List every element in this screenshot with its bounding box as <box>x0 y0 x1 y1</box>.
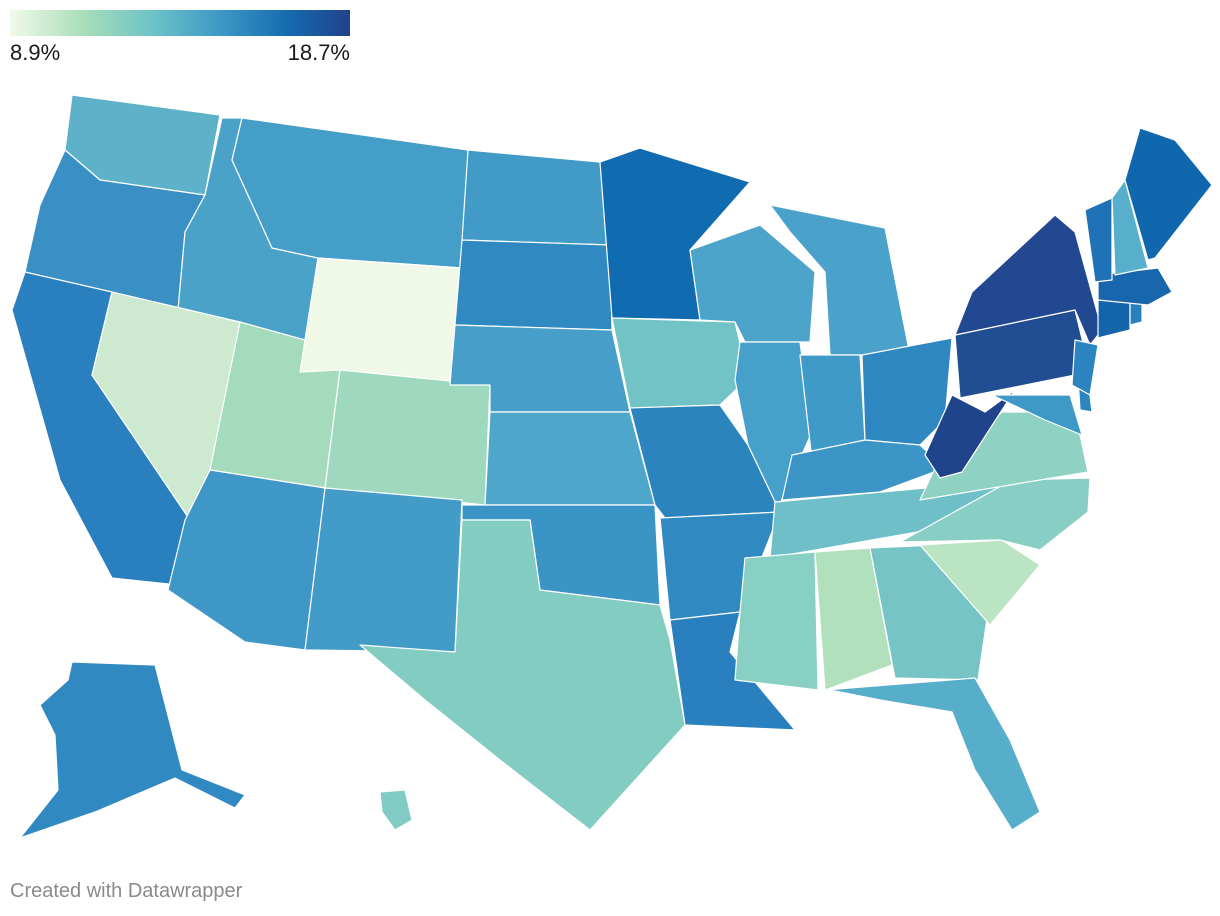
legend-max-label: 18.7% <box>287 40 350 65</box>
state-sc[interactable] <box>919 539 1041 626</box>
state-oh[interactable] <box>861 337 953 446</box>
state-hi[interactable] <box>379 789 413 831</box>
state-fl[interactable] <box>824 677 1041 831</box>
state-nj[interactable] <box>1071 339 1099 396</box>
state-ma[interactable] <box>1097 267 1173 306</box>
state-wv[interactable] <box>924 389 1016 479</box>
state-sd[interactable] <box>454 239 613 331</box>
legend-min-label: 8.9% <box>10 40 61 65</box>
state-tx[interactable] <box>359 519 686 831</box>
state-co[interactable] <box>324 369 491 506</box>
state-ny[interactable] <box>954 214 1103 346</box>
state-ks[interactable] <box>484 411 656 506</box>
states-layer <box>11 94 1213 839</box>
legend-gradient-bar <box>10 10 350 36</box>
state-nh[interactable] <box>1111 179 1149 276</box>
state-vt[interactable] <box>1084 197 1113 283</box>
state-la[interactable] <box>669 611 796 731</box>
datawrapper-credit: Created with Datawrapper <box>10 880 243 902</box>
state-me[interactable] <box>1124 127 1213 261</box>
state-ak[interactable] <box>19 661 246 839</box>
state-wy[interactable] <box>299 257 463 386</box>
state-nm[interactable] <box>304 487 463 653</box>
state-nd[interactable] <box>461 149 611 246</box>
state-md[interactable] <box>991 394 1083 436</box>
state-ia[interactable] <box>611 317 749 409</box>
state-ms[interactable] <box>734 551 819 691</box>
state-ct[interactable] <box>1097 299 1131 339</box>
color-legend: 8.9% 18.7% <box>10 10 350 65</box>
